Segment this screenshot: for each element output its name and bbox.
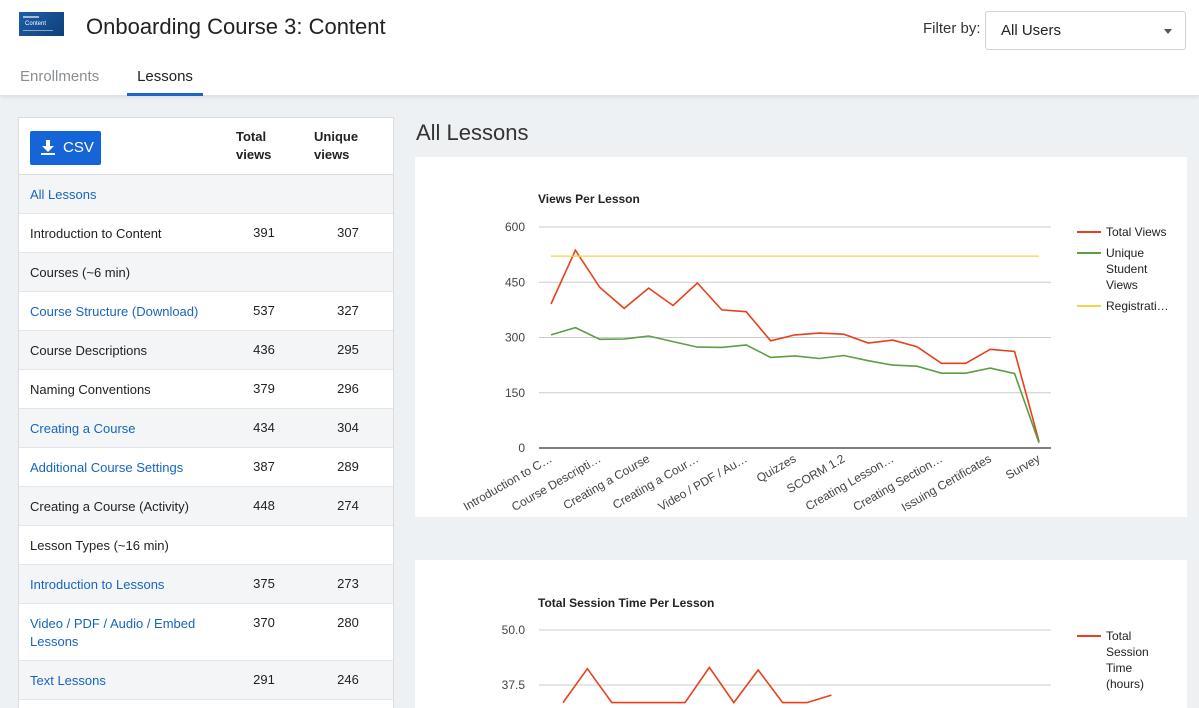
section-title: All Lessons [416, 120, 529, 145]
y-tick-label: 150 [505, 386, 525, 400]
unique-views-value: 289 [337, 459, 359, 474]
x-tick-label: Introduction to C… [461, 451, 555, 513]
filter-label: Filter by: [923, 20, 981, 37]
unique-views-value: 273 [337, 576, 359, 591]
total-views-value: 434 [253, 420, 275, 435]
top-bar: Content Onboarding Course 3: Content Fil… [0, 0, 1199, 96]
x-tick-label: Issuing Certificates [899, 451, 994, 514]
unique-views-value: 280 [337, 615, 359, 630]
table-row: Courses (~6 min) [19, 253, 393, 292]
x-tick-label: Creating Lesson… [803, 451, 896, 513]
total-views-value: 436 [253, 342, 275, 357]
lesson-name[interactable]: All Lessons [30, 187, 97, 202]
y-tick-label: 300 [505, 331, 525, 345]
table-header: CSV Total views Unique views [19, 118, 393, 175]
total-views-value: 387 [253, 459, 275, 474]
unique-views-value: 327 [337, 303, 359, 318]
tab-enrollments[interactable]: Enrollments [20, 68, 100, 85]
y-tick-label: 37.5 [502, 678, 526, 692]
table-row[interactable]: Text Lessons 291 246 [19, 661, 393, 700]
course-thumbnail: Content [19, 12, 64, 36]
session-time-chart: Total Session Time Per Lesson 37.5 50.0 Tot… [502, 596, 1149, 704]
lesson-name[interactable]: Course Structure (Download) [30, 304, 199, 319]
table-row[interactable]: Additional Course Settings 387 289 [19, 448, 393, 487]
legend-label: Unique Student Views [1106, 246, 1148, 292]
lesson-name[interactable]: Creating a Course [30, 421, 136, 436]
unique-views-value: 246 [337, 672, 359, 687]
table-row[interactable]: Course Structure (Download) 537 327 [19, 292, 393, 331]
lesson-name: Course Descriptions [30, 343, 148, 358]
lesson-name: Creating a Course (Activity) [30, 499, 189, 514]
chevron-down-icon [1164, 29, 1172, 34]
lesson-name[interactable]: Introduction to Lessons [30, 577, 165, 592]
legend-label: Registrati… [1106, 299, 1169, 313]
series-line [550, 248, 1040, 442]
download-icon [41, 140, 55, 155]
unique-views-value: 307 [337, 225, 359, 240]
unique-views-value: 274 [337, 498, 359, 513]
y-tick-label: 0 [518, 441, 525, 455]
page-title: Onboarding Course 3: Content [86, 14, 386, 39]
total-views-value: 379 [253, 381, 275, 396]
filter-select[interactable]: All Users [985, 11, 1186, 50]
unique-views-value: 295 [337, 342, 359, 357]
total-views-value: 375 [253, 576, 275, 591]
total-views-value: 291 [253, 672, 275, 687]
csv-label: CSV [63, 139, 94, 156]
table-row: Lesson Types (~16 min) [19, 526, 393, 565]
column-header-unique-views: Unique views [314, 129, 359, 162]
lesson-name[interactable]: Video / PDF / Audio / Embed Lessons [30, 616, 196, 649]
total-views-value: 537 [253, 303, 275, 318]
series-line [550, 326, 1040, 444]
table-row: Creating a Course (Activity) 448 274 [19, 487, 393, 526]
y-tick-label: 600 [505, 220, 525, 234]
total-views-value: 370 [253, 615, 275, 630]
series-line [562, 665, 832, 704]
session-time-card: Total Session Time Per Lesson 37.5 50.0 Tot… [415, 560, 1187, 708]
unique-views-value: 304 [337, 420, 359, 435]
table-row[interactable]: Creating a Course 434 304 [19, 409, 393, 448]
table-row[interactable]: Introduction to Lessons 375 273 [19, 565, 393, 604]
table-row: Introduction to Content 391 307 [19, 214, 393, 253]
x-tick-label: Survey [1003, 451, 1042, 482]
lesson-name: Courses (~6 min) [30, 265, 131, 280]
column-header-total-views: Total views [236, 129, 272, 162]
y-tick-label: 450 [505, 275, 525, 289]
chart-title: Total Session Time Per Lesson [538, 596, 714, 610]
total-views-value: 391 [253, 225, 275, 240]
total-views-value: 448 [253, 498, 275, 513]
table-row: Course Descriptions 436 295 [19, 331, 393, 370]
lesson-name: Introduction to Content [30, 226, 162, 241]
legend-label: Total Session Time (hours) [1106, 629, 1149, 691]
table-row[interactable]: All Lessons [19, 175, 393, 214]
unique-views-value: 296 [337, 381, 359, 396]
x-tick-label: Video / PDF / Au… [656, 451, 750, 513]
csv-download-button[interactable]: CSV [30, 131, 101, 165]
views-per-lesson-card: Views Per Lesson 0 150 300 450 600 Introductio… [415, 157, 1187, 517]
x-tick-label: Creating a Course [561, 451, 653, 512]
table-row: Naming Conventions 379 296 [19, 370, 393, 409]
views-per-lesson-chart: Views Per Lesson 0 150 300 450 600 Introductio… [461, 192, 1169, 514]
lesson-name[interactable]: Text Lessons [30, 673, 106, 688]
lessons-table: CSV Total views Unique views All Lessons… [18, 117, 394, 708]
lesson-name: Naming Conventions [30, 382, 151, 397]
legend-label: Total Views [1106, 225, 1166, 239]
table-row[interactable]: Video / PDF / Audio / Embed Lessons 370 28… [19, 604, 393, 661]
lesson-name: Lesson Types (~16 min) [30, 538, 169, 553]
filter-value: All Users [1001, 22, 1062, 39]
y-tick-label: 50.0 [502, 623, 526, 637]
lesson-name[interactable]: Additional Course Settings [30, 460, 184, 475]
chart-title: Views Per Lesson [538, 192, 640, 206]
tab-lessons[interactable]: Lessons [127, 68, 203, 96]
thumbnail-text: Content [25, 21, 47, 27]
